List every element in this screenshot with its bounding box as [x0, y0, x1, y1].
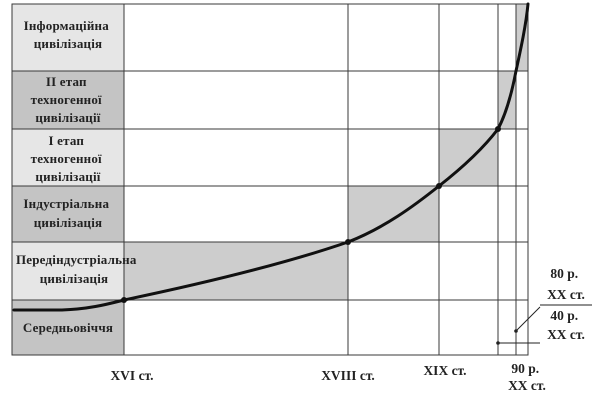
x-label-xix: XIX ст.: [423, 363, 466, 378]
stage-label-industrial: Індустріальна цивілізація: [23, 196, 112, 230]
stage-label-bg-industrial: [12, 186, 124, 242]
curve-point-xviii: [345, 239, 351, 245]
curve-point-xix: [436, 183, 442, 189]
development-curve: [12, 2, 530, 312]
annotation-line: XX ст.: [547, 327, 585, 342]
annotation-dot-1980: [514, 329, 518, 333]
stage-label-bg-preindustrial: [12, 242, 124, 300]
stage-label-line: цивілізація: [34, 36, 103, 51]
stage-label-preindustrial: Передіндустріальна цивілізація: [16, 252, 140, 286]
stage-label-line: Інформаційна: [24, 18, 110, 33]
x-label-line: XX ст.: [508, 378, 546, 393]
cell-preindustrial-period: [124, 242, 348, 300]
curve-point-xvi: [121, 297, 127, 303]
stage-label-line: Індустріальна: [23, 196, 109, 211]
stage-label-information: Інформаційна цивілізація: [24, 18, 113, 51]
x-label-xvi: XVI ст.: [110, 368, 153, 383]
stage-label-medieval: Середньовіччя: [23, 320, 113, 335]
stage-label-techno-1: І етап техногенної цивілізації: [31, 133, 106, 184]
annotation-line: 40 р.: [550, 308, 578, 323]
annotation-xx-40: 40 р. XX ст.: [547, 308, 585, 342]
curve-point-1940: [495, 126, 501, 132]
x-label-xx-90: 90 р. XX ст.: [508, 361, 546, 393]
cell-industrial-period: [348, 186, 439, 242]
stage-label-line: техногенної: [31, 151, 102, 166]
annotation-line: XX ст.: [547, 287, 585, 302]
grid-lines: [11, 3, 529, 356]
stage-label-bg-techno-2: [12, 71, 124, 129]
stage-label-bg-techno-1: [12, 129, 124, 186]
stage-label-line: Середньовіччя: [23, 320, 113, 335]
annotation-xx-80: 80 р. XX ст.: [547, 266, 585, 302]
stage-label-line: Передіндустріальна: [16, 252, 137, 267]
stage-label-line: II етап: [46, 74, 87, 89]
annotation-line: 80 р.: [550, 266, 578, 281]
x-label-xviii: XVIII ст.: [321, 368, 375, 383]
x-label-line: 90 р.: [511, 361, 539, 376]
annotation-pointers: [498, 304, 592, 344]
stage-label-bg-information: [12, 4, 124, 71]
stage-label-techno-2: II етап техногенної цивілізації: [31, 74, 106, 125]
annotation-dot-1940: [496, 341, 500, 345]
stage-label-line: цивілізації: [35, 110, 100, 125]
stage-label-line: цивілізація: [40, 271, 109, 286]
stage-label-line: цивілізація: [34, 215, 103, 230]
stage-label-line: цивілізації: [35, 169, 100, 184]
stage-label-line: техногенної: [31, 92, 102, 107]
stage-label-line: І етап: [48, 133, 84, 148]
